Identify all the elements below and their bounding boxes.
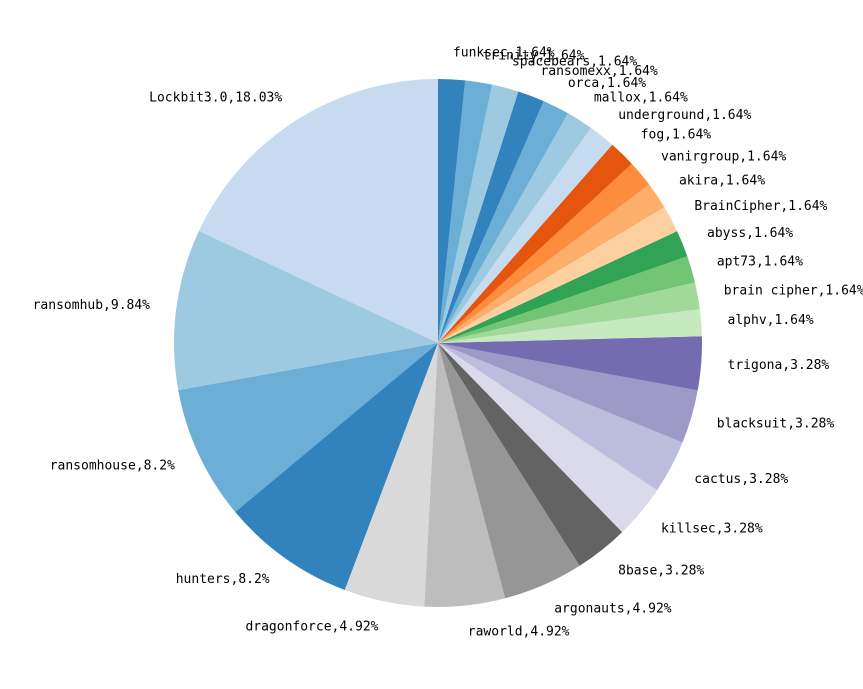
pie-slice-label: abyss,1.64% — [707, 226, 793, 241]
pie-slice-label: spacebears,1.64% — [512, 55, 637, 70]
pie-slice-label: dragonforce,4.92% — [245, 620, 378, 635]
pie-slice — [178, 343, 438, 513]
pie-slice — [438, 282, 700, 343]
pie-slice — [438, 343, 580, 599]
pie-slice — [235, 343, 438, 590]
pie-slice-label: funksec,1.64% — [453, 45, 555, 60]
pie-slice-label: trinity,1.64% — [483, 49, 585, 64]
pie-slice — [174, 230, 439, 391]
pie-slice-label: mallox,1.64% — [594, 90, 688, 105]
pie-slice-label: ransomhouse,8.2% — [50, 458, 175, 473]
pie-slice-label: cactus,3.28% — [694, 472, 788, 487]
pie-labels: Lockbit3.0,18.03% ransomhub,9.84% ransomho… — [33, 45, 863, 639]
pie-slice — [438, 256, 695, 343]
pie-slice — [438, 101, 569, 343]
pie-slice-label: vanirgroup,1.64% — [661, 149, 786, 164]
pie-slice — [438, 343, 623, 566]
pie-slice-label: Lockbit3.0,18.03% — [149, 90, 282, 105]
pie-slice — [438, 343, 683, 491]
pie-slice-label: hunters,8.2% — [176, 572, 270, 587]
pie-slice — [198, 79, 438, 343]
pie-slice-label: argonauts,4.92% — [554, 602, 672, 617]
pie-slice — [438, 113, 591, 343]
pie-slice-label: apt73,1.64% — [717, 254, 803, 269]
pie-slice — [438, 184, 665, 343]
pie-slice — [438, 309, 702, 343]
pie-slice-label: brain cipher,1.64% — [724, 283, 863, 298]
pie-slice — [438, 84, 519, 343]
pie-slice-label: alphv,1.64% — [728, 313, 814, 328]
pie-slice — [438, 343, 657, 533]
pie-slice — [438, 80, 493, 344]
pie-slice-label: killsec,3.28% — [661, 522, 763, 537]
pie-slice — [438, 231, 688, 343]
pie-slice-label: raworld,4.92% — [468, 624, 570, 639]
pie-slice — [438, 79, 466, 343]
pie-slice-label: BrainCipher,1.64% — [694, 199, 827, 214]
pie-slice-label: fog,1.64% — [641, 128, 712, 143]
pie-slice — [344, 343, 438, 607]
pie-slice — [438, 336, 702, 391]
pie-slice-label: underground,1.64% — [618, 108, 751, 123]
pie-slice — [438, 91, 544, 343]
pie-slice-label: blacksuit,3.28% — [717, 417, 835, 432]
pie-slice-label: orca,1.64% — [568, 76, 646, 91]
pie-slice-label: trigona,3.28% — [728, 358, 830, 373]
pie-slice-label: 8base,3.28% — [618, 563, 704, 578]
pie-slice — [438, 163, 650, 343]
pie-slice — [438, 127, 613, 343]
pie-slice — [438, 343, 698, 443]
pie-slice-label: akira,1.64% — [679, 173, 765, 188]
pie-slice — [438, 144, 632, 343]
pie-slice — [424, 343, 506, 608]
pie-slice — [438, 207, 678, 343]
pie-slice-label: ransomexx,1.64% — [540, 64, 658, 79]
pie-slices — [174, 79, 702, 608]
pie-slice-label: ransomhub,9.84% — [33, 298, 151, 313]
